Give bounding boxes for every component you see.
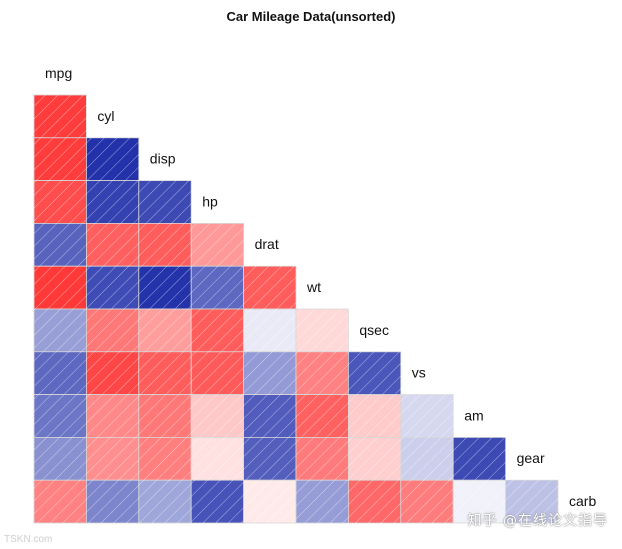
heatmap-cell-disp-cyl xyxy=(86,137,140,182)
heatmap-cell-cyl-mpg xyxy=(33,94,87,139)
heatmap-cell-qsec-disp xyxy=(138,308,192,353)
heatmap-cell-drat-mpg xyxy=(33,222,87,267)
variable-label-am: am xyxy=(464,407,483,423)
heatmap-cell-wt-disp xyxy=(138,265,192,310)
heatmap-cell-hp-mpg xyxy=(33,180,87,224)
heatmap-cell-am-mpg xyxy=(33,394,87,438)
heatmap-cell-gear-wt xyxy=(295,436,349,481)
heatmap-cell-vs-disp xyxy=(138,351,192,395)
heatmap-cell-drat-hp xyxy=(190,222,244,267)
variable-label-cyl: cyl xyxy=(97,108,114,124)
heatmap-cell-wt-cyl xyxy=(86,265,140,310)
heatmap-cell-vs-wt xyxy=(295,351,349,395)
heatmap-cell-gear-qsec xyxy=(347,436,402,481)
heatmap-cell-qsec-drat xyxy=(243,308,297,353)
variable-label-mpg: mpg xyxy=(45,65,72,81)
heatmap-cell-am-qsec xyxy=(347,394,402,438)
heatmap-cell-carb-cyl xyxy=(86,479,140,524)
heatmap-cell-vs-qsec xyxy=(347,351,402,395)
heatmap-cell-carb-qsec xyxy=(347,479,402,524)
variable-label-carb: carb xyxy=(569,493,596,509)
heatmap-cell-carb-drat xyxy=(243,479,297,524)
heatmap-cell-vs-hp xyxy=(190,351,244,395)
heatmap-cell-gear-drat xyxy=(243,436,297,481)
heatmap-cell-am-cyl xyxy=(86,394,140,438)
variable-label-hp: hp xyxy=(202,193,218,209)
heatmap-cell-gear-hp xyxy=(190,436,244,481)
variable-label-wt: wt xyxy=(306,279,321,295)
heatmap-cell-am-vs xyxy=(400,394,454,438)
watermark-text: 知乎 @在线论文指导 xyxy=(467,513,608,529)
heatmap-cell-carb-wt xyxy=(295,479,349,524)
heatmap-cell-carb-am xyxy=(452,479,507,524)
heatmap-cell-gear-am xyxy=(452,436,507,481)
heatmap-cell-am-drat xyxy=(243,394,297,438)
heatmap-cell-carb-hp xyxy=(190,479,244,524)
heatmap-cell-qsec-cyl xyxy=(86,308,140,353)
heatmap-cell-wt-drat xyxy=(243,265,297,310)
heatmap-cell-am-hp xyxy=(190,394,244,438)
heatmap-cell-vs-drat xyxy=(243,351,297,395)
heatmap-cell-gear-vs xyxy=(400,436,454,481)
variable-label-vs: vs xyxy=(412,365,426,381)
corner-watermark: TSKN.com xyxy=(4,534,53,545)
heatmap-cell-am-disp xyxy=(138,394,192,438)
variable-label-qsec: qsec xyxy=(359,322,389,338)
heatmap-cell-vs-mpg xyxy=(33,351,87,395)
heatmap-cell-vs-cyl xyxy=(86,351,140,395)
heatmap-cell-carb-vs xyxy=(400,479,454,524)
heatmap-cell-am-wt xyxy=(295,394,349,438)
variable-label-disp: disp xyxy=(150,151,176,167)
heatmap-cell-drat-disp xyxy=(138,222,192,267)
heatmap-cell-carb-mpg xyxy=(33,479,87,524)
heatmap-cell-wt-hp xyxy=(190,265,244,310)
heatmap-cell-gear-disp xyxy=(138,436,192,481)
heatmap-cell-gear-mpg xyxy=(33,436,87,481)
heatmap-cell-disp-mpg xyxy=(33,137,87,182)
heatmap-cell-gear-cyl xyxy=(86,436,140,481)
heatmap-cell-wt-mpg xyxy=(33,265,87,310)
chart-title: Car Mileage Data(unsorted) xyxy=(226,9,396,24)
heatmap-cell-qsec-mpg xyxy=(33,308,87,353)
heatmap-cell-qsec-hp xyxy=(190,308,244,353)
variable-label-gear: gear xyxy=(517,450,545,466)
heatmap-cell-qsec-wt xyxy=(295,308,349,353)
heatmap-cell-drat-cyl xyxy=(86,222,140,267)
heatmap-cell-hp-disp xyxy=(138,180,192,224)
heatmap-cell-carb-disp xyxy=(138,479,192,524)
variable-label-drat: drat xyxy=(255,236,279,252)
heatmap-cell-carb-gear xyxy=(505,479,559,524)
heatmap-cell-hp-cyl xyxy=(86,180,140,224)
